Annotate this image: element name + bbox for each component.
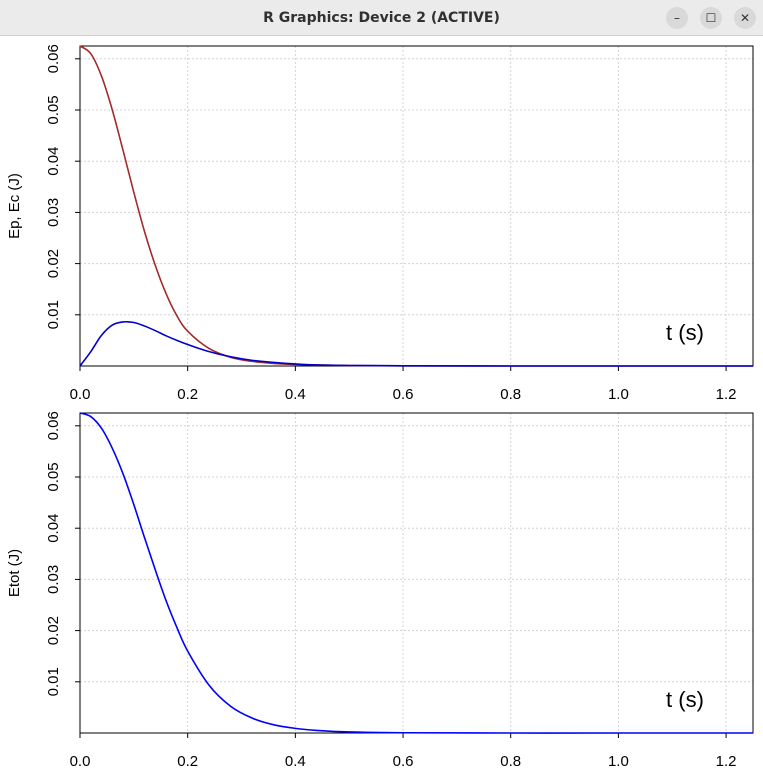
plot-frame [79, 412, 754, 734]
y-tick-label: 0.05 [45, 95, 62, 124]
x-tick-label: 0.2 [177, 386, 198, 403]
x-tick-label: 0.4 [285, 386, 306, 403]
x-tick-label: 0.0 [70, 753, 91, 770]
x-axis-label: t (s) [666, 320, 704, 345]
y-tick-label: 0.01 [45, 300, 62, 329]
chart-panel-2: 0.0 0.2 0.4 0.6 0.8 1.0 1.2 0.01 0.02 0.03 0.04 0.0… [6, 411, 754, 770]
chart-panel-1: 0.0 0.2 0.4 0.6 0.8 1.0 1.2 0.01 0.02 0.03 0.04 0.0… [6, 44, 754, 403]
series-line-1 [79, 45, 753, 367]
y-tick-label: 0.04 [45, 147, 62, 176]
plots-canvas: 0.0 0.2 0.4 0.6 0.8 1.0 1.2 0.01 0.02 0.03 0.04 0.0… [6, 44, 754, 770]
y-tick-label: 0.02 [45, 249, 62, 278]
close-button[interactable]: ✕ [734, 7, 756, 29]
x-tick-label: 0.4 [285, 753, 306, 770]
y-axis-label: Etot (J) [6, 549, 23, 597]
minimize-button[interactable]: – [666, 7, 688, 29]
window-title: R Graphics: Device 2 (ACTIVE) [263, 10, 500, 26]
y-tick-label: 0.02 [45, 616, 62, 645]
y-tick-label: 0.06 [45, 411, 62, 440]
x-tick-label: 1.0 [608, 753, 629, 770]
x-tick-label: 0.6 [393, 386, 414, 403]
x-tick-label: 0.0 [70, 386, 91, 403]
x-axis-label: t (s) [666, 687, 704, 712]
y-axis-label: Ep, Ec (J) [6, 173, 23, 239]
maximize-button[interactable]: ☐ [700, 7, 722, 29]
y-tick-label: 0.05 [45, 462, 62, 491]
plot-frame [79, 45, 754, 367]
y-tick-label: 0.03 [45, 198, 62, 227]
y-tick-label: 0.04 [45, 514, 62, 543]
series-line-2 [79, 320, 753, 367]
y-tick-label: 0.01 [45, 667, 62, 696]
plot-area: 0.0 0.2 0.4 0.6 0.8 1.0 1.2 0.01 0.02 0.03 0.04 0.0… [0, 36, 763, 771]
x-tick-label: 1.2 [716, 753, 737, 770]
y-tick-label: 0.03 [45, 565, 62, 594]
x-tick-label: 0.8 [500, 386, 521, 403]
y-tick-label: 0.06 [45, 44, 62, 73]
x-tick-label: 0.8 [500, 753, 521, 770]
x-tick-label: 0.6 [393, 753, 414, 770]
x-tick-label: 1.0 [608, 386, 629, 403]
title-bar[interactable]: R Graphics: Device 2 (ACTIVE) – ☐ ✕ [0, 0, 763, 36]
x-tick-label: 1.2 [716, 386, 737, 403]
x-tick-label: 0.2 [177, 753, 198, 770]
series-line-1 [79, 412, 753, 734]
